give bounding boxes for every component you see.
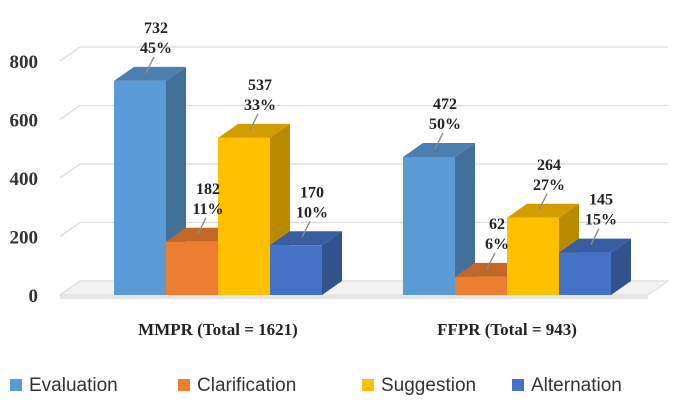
bar-front [270,245,322,295]
value-label: 472 [433,96,457,113]
legend-item-evaluation: Evaluation [10,375,118,396]
y-tick-label: 400 [10,169,39,190]
value-label: 182 [196,181,220,198]
bar-side [611,238,631,295]
leader-line [486,252,496,270]
category-label: MMPR (Total = 1621) [138,320,298,339]
percent-label: 10% [296,204,328,221]
y-tick-label: 0 [29,286,39,307]
percent-label: 6% [485,236,509,253]
bar-alternation-2 [559,238,631,295]
percent-label: 15% [585,212,617,229]
gridline-slant [59,221,81,238]
bar-side [455,142,475,295]
leader-line [145,56,155,74]
value-label: 170 [300,184,324,201]
legend-swatch [10,379,22,391]
percent-label: 33% [244,97,276,114]
bar-evaluation-1 [114,66,186,295]
value-label: 145 [589,192,613,209]
leader-line [590,228,600,245]
percent-label: 27% [533,177,565,194]
y-tick-label: 200 [10,228,39,249]
bar-top [559,238,631,253]
bar-front [114,80,166,295]
x-axis: MMPR (Total = 1621) FFPR (Total = 943) [138,320,577,339]
legend-label: Evaluation [29,375,118,396]
bar-side [322,231,342,295]
value-label: 537 [248,77,272,94]
y-tick-label: 800 [10,52,39,73]
legend-label: Clarification [197,375,296,396]
leader-line [301,220,311,238]
legend-label: Suggestion [381,375,476,396]
value-label: 62 [489,216,505,233]
legend-swatch [362,379,374,391]
value-label: 264 [537,157,561,174]
gridline-slant [59,46,81,62]
category-label: FFPR (Total = 943) [437,320,577,339]
legend-item-clarification: Clarification [178,375,296,396]
bar-front [166,241,218,295]
leader-line [249,113,259,131]
bar-evaluation-2 [403,142,475,295]
leader-line [197,217,207,235]
legend-label: Alternation [531,375,622,396]
bar-alternation-1 [270,231,342,295]
bar-top [270,231,342,246]
legend-swatch [178,379,190,391]
bar-top [114,66,186,81]
y-axis: 0 200 400 600 800 [10,52,39,307]
bars [114,66,631,296]
value-label: 732 [144,20,168,37]
bar-front [403,156,455,295]
gridline-slant [59,163,81,179]
bar-top [507,203,579,218]
data-labels: 73245%18211%53733%17010%47250%626%26427%… [140,20,617,270]
bar-front [455,276,507,295]
floor-edge [60,295,648,299]
percent-label: 45% [140,40,172,57]
legend-item-suggestion: Suggestion [362,375,476,396]
legend: Evaluation Clarification Suggestion Alterna… [10,375,622,396]
gridline-slant [59,104,81,121]
leader-line [434,132,444,150]
bar-front [559,252,611,295]
percent-label: 50% [429,116,461,133]
bar-front [507,217,559,295]
percent-label: 11% [192,201,223,218]
bar-top [403,142,475,157]
bar-top [218,123,290,138]
legend-swatch [512,379,524,391]
y-tick-label: 600 [10,111,39,132]
legend-item-alternation: Alternation [512,375,622,396]
bar-front [218,137,270,295]
data-label-clarification-2: 626% [485,216,509,270]
leader-line [538,193,548,211]
